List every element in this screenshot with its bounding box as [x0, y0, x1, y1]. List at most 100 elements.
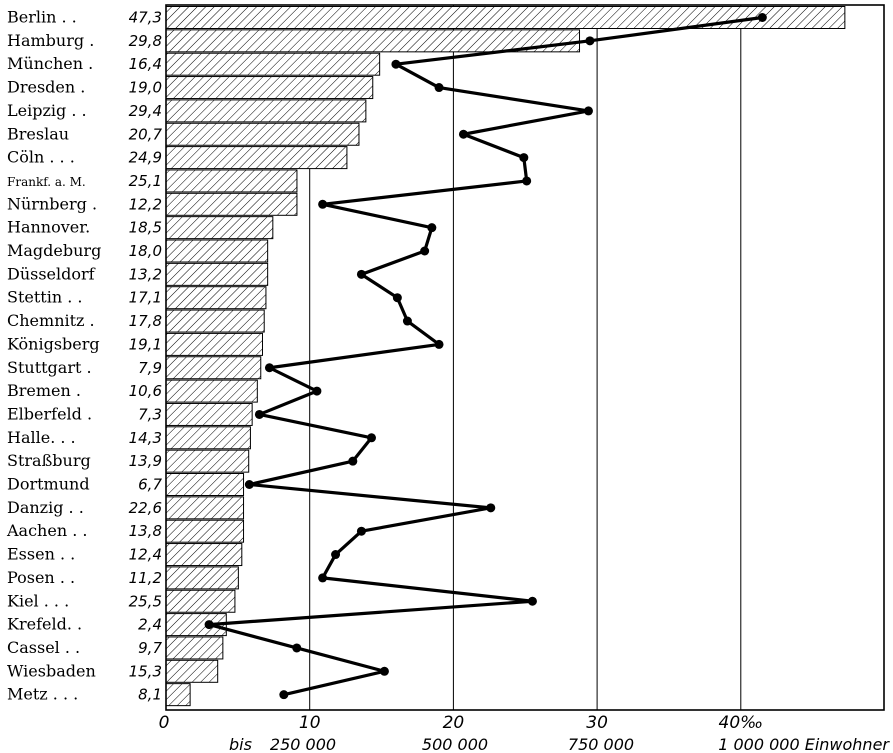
category-label: Dortmund	[7, 475, 90, 494]
category-label: München .	[7, 54, 93, 73]
value-label: 17,8	[129, 312, 162, 330]
rate-point	[331, 550, 341, 560]
rate-point	[312, 386, 322, 396]
rate-point	[356, 526, 366, 536]
grid-lines	[309, 5, 742, 710]
category-label: Stettin . .	[7, 288, 82, 307]
rate-point	[434, 339, 444, 349]
bar	[165, 402, 253, 426]
rate-point	[391, 59, 401, 69]
bar	[165, 356, 262, 380]
rate-point	[366, 433, 376, 443]
bar	[165, 426, 251, 450]
value-label: 29,8	[129, 32, 162, 50]
bar	[165, 589, 236, 613]
tick-label: 0	[159, 713, 170, 733]
bar	[165, 76, 374, 100]
rate-point	[254, 409, 264, 419]
category-label: Magdeburg	[7, 241, 101, 260]
category-label: Frankf. a. M.	[7, 175, 86, 189]
category-label: Breslau	[7, 124, 69, 143]
rate-line	[204, 13, 767, 700]
bar	[165, 566, 239, 590]
rate-point	[527, 596, 537, 606]
row-labels: Berlin . . 47,3 Hamburg . 29,8 München . 16,4…	[6, 8, 162, 704]
category-label: Königsberg	[7, 334, 100, 353]
category-label: Hamburg .	[7, 31, 94, 50]
value-label: 18,5	[129, 219, 162, 237]
bar	[165, 52, 381, 76]
bar	[165, 449, 250, 473]
rate-point	[292, 643, 302, 653]
category-label: Posen . .	[7, 568, 75, 587]
value-label: 12,2	[129, 195, 162, 213]
value-label: 6,7	[138, 476, 162, 494]
bar	[165, 683, 191, 707]
rate-point	[264, 363, 274, 373]
rate-point	[348, 456, 358, 466]
value-label: 13,8	[129, 522, 162, 540]
bar	[165, 6, 846, 29]
value-label: 20,7	[129, 125, 163, 143]
category-label: Elberfeld .	[7, 404, 92, 423]
category-label: Nürnberg .	[7, 194, 97, 213]
category-label: Cöln . . .	[7, 148, 75, 167]
rate-point	[522, 176, 532, 186]
bar	[165, 99, 367, 123]
rate-point	[757, 13, 767, 22]
value-label: 11,2	[129, 569, 162, 587]
value-label: 19,0	[129, 79, 162, 97]
value-label: 47,3	[129, 9, 162, 27]
category-label: Cassel . .	[7, 638, 80, 657]
category-label: Hannover.	[7, 218, 90, 237]
bar	[165, 239, 269, 263]
category-label: Düsseldorf	[7, 264, 96, 283]
rate-point	[434, 83, 444, 93]
bar	[165, 192, 298, 216]
value-label: 25,5	[129, 592, 162, 610]
value-label: 10,6	[129, 382, 162, 400]
category-label: Aachen . .	[6, 521, 87, 540]
value-label: 9,7	[138, 639, 162, 657]
bar	[165, 473, 245, 496]
secondary-tick-label: 250 000	[270, 735, 336, 753]
tick-label: 20	[443, 713, 465, 733]
rate-point	[583, 106, 593, 116]
secondary-tick-label: 750 000	[568, 735, 634, 753]
value-label: 22,6	[129, 499, 162, 517]
secondary-prefix: bis	[229, 735, 252, 753]
bar	[165, 169, 298, 193]
bar	[165, 216, 274, 240]
value-label: 13,2	[129, 265, 162, 283]
rate-point	[318, 573, 328, 583]
bar	[165, 262, 269, 286]
plot-frame	[165, 4, 885, 711]
value-label: 19,1	[129, 335, 162, 353]
value-label: 13,9	[129, 452, 162, 470]
value-label: 2,4	[138, 616, 162, 634]
x-axis: 0 10 20 30 40‰ bis 250 000 500 000 750 000 1 000 …	[159, 713, 891, 753]
rate-point	[402, 316, 412, 326]
rate-point	[279, 690, 289, 700]
rate-point	[585, 36, 595, 46]
category-label: Krefeld. .	[7, 615, 82, 634]
rate-point	[420, 246, 430, 256]
category-label: Chemnitz .	[7, 311, 95, 330]
category-label: Essen . .	[7, 545, 75, 564]
value-label: 14,3	[129, 429, 162, 447]
bar	[165, 122, 360, 146]
category-label: Leipzig . .	[7, 101, 87, 120]
tick-label: 40‰	[719, 713, 764, 733]
category-label: Metz . . .	[7, 685, 78, 704]
rate-point	[244, 480, 254, 489]
bar	[165, 659, 219, 683]
category-label: Straßburg	[7, 451, 91, 470]
bar	[165, 286, 267, 310]
value-label: 29,4	[129, 102, 162, 120]
category-label: Danzig . .	[7, 498, 84, 517]
value-label: 15,3	[129, 662, 162, 680]
rate-point	[318, 199, 328, 209]
category-label: Wiesbaden	[7, 661, 96, 680]
category-label: Stuttgart .	[7, 358, 92, 377]
